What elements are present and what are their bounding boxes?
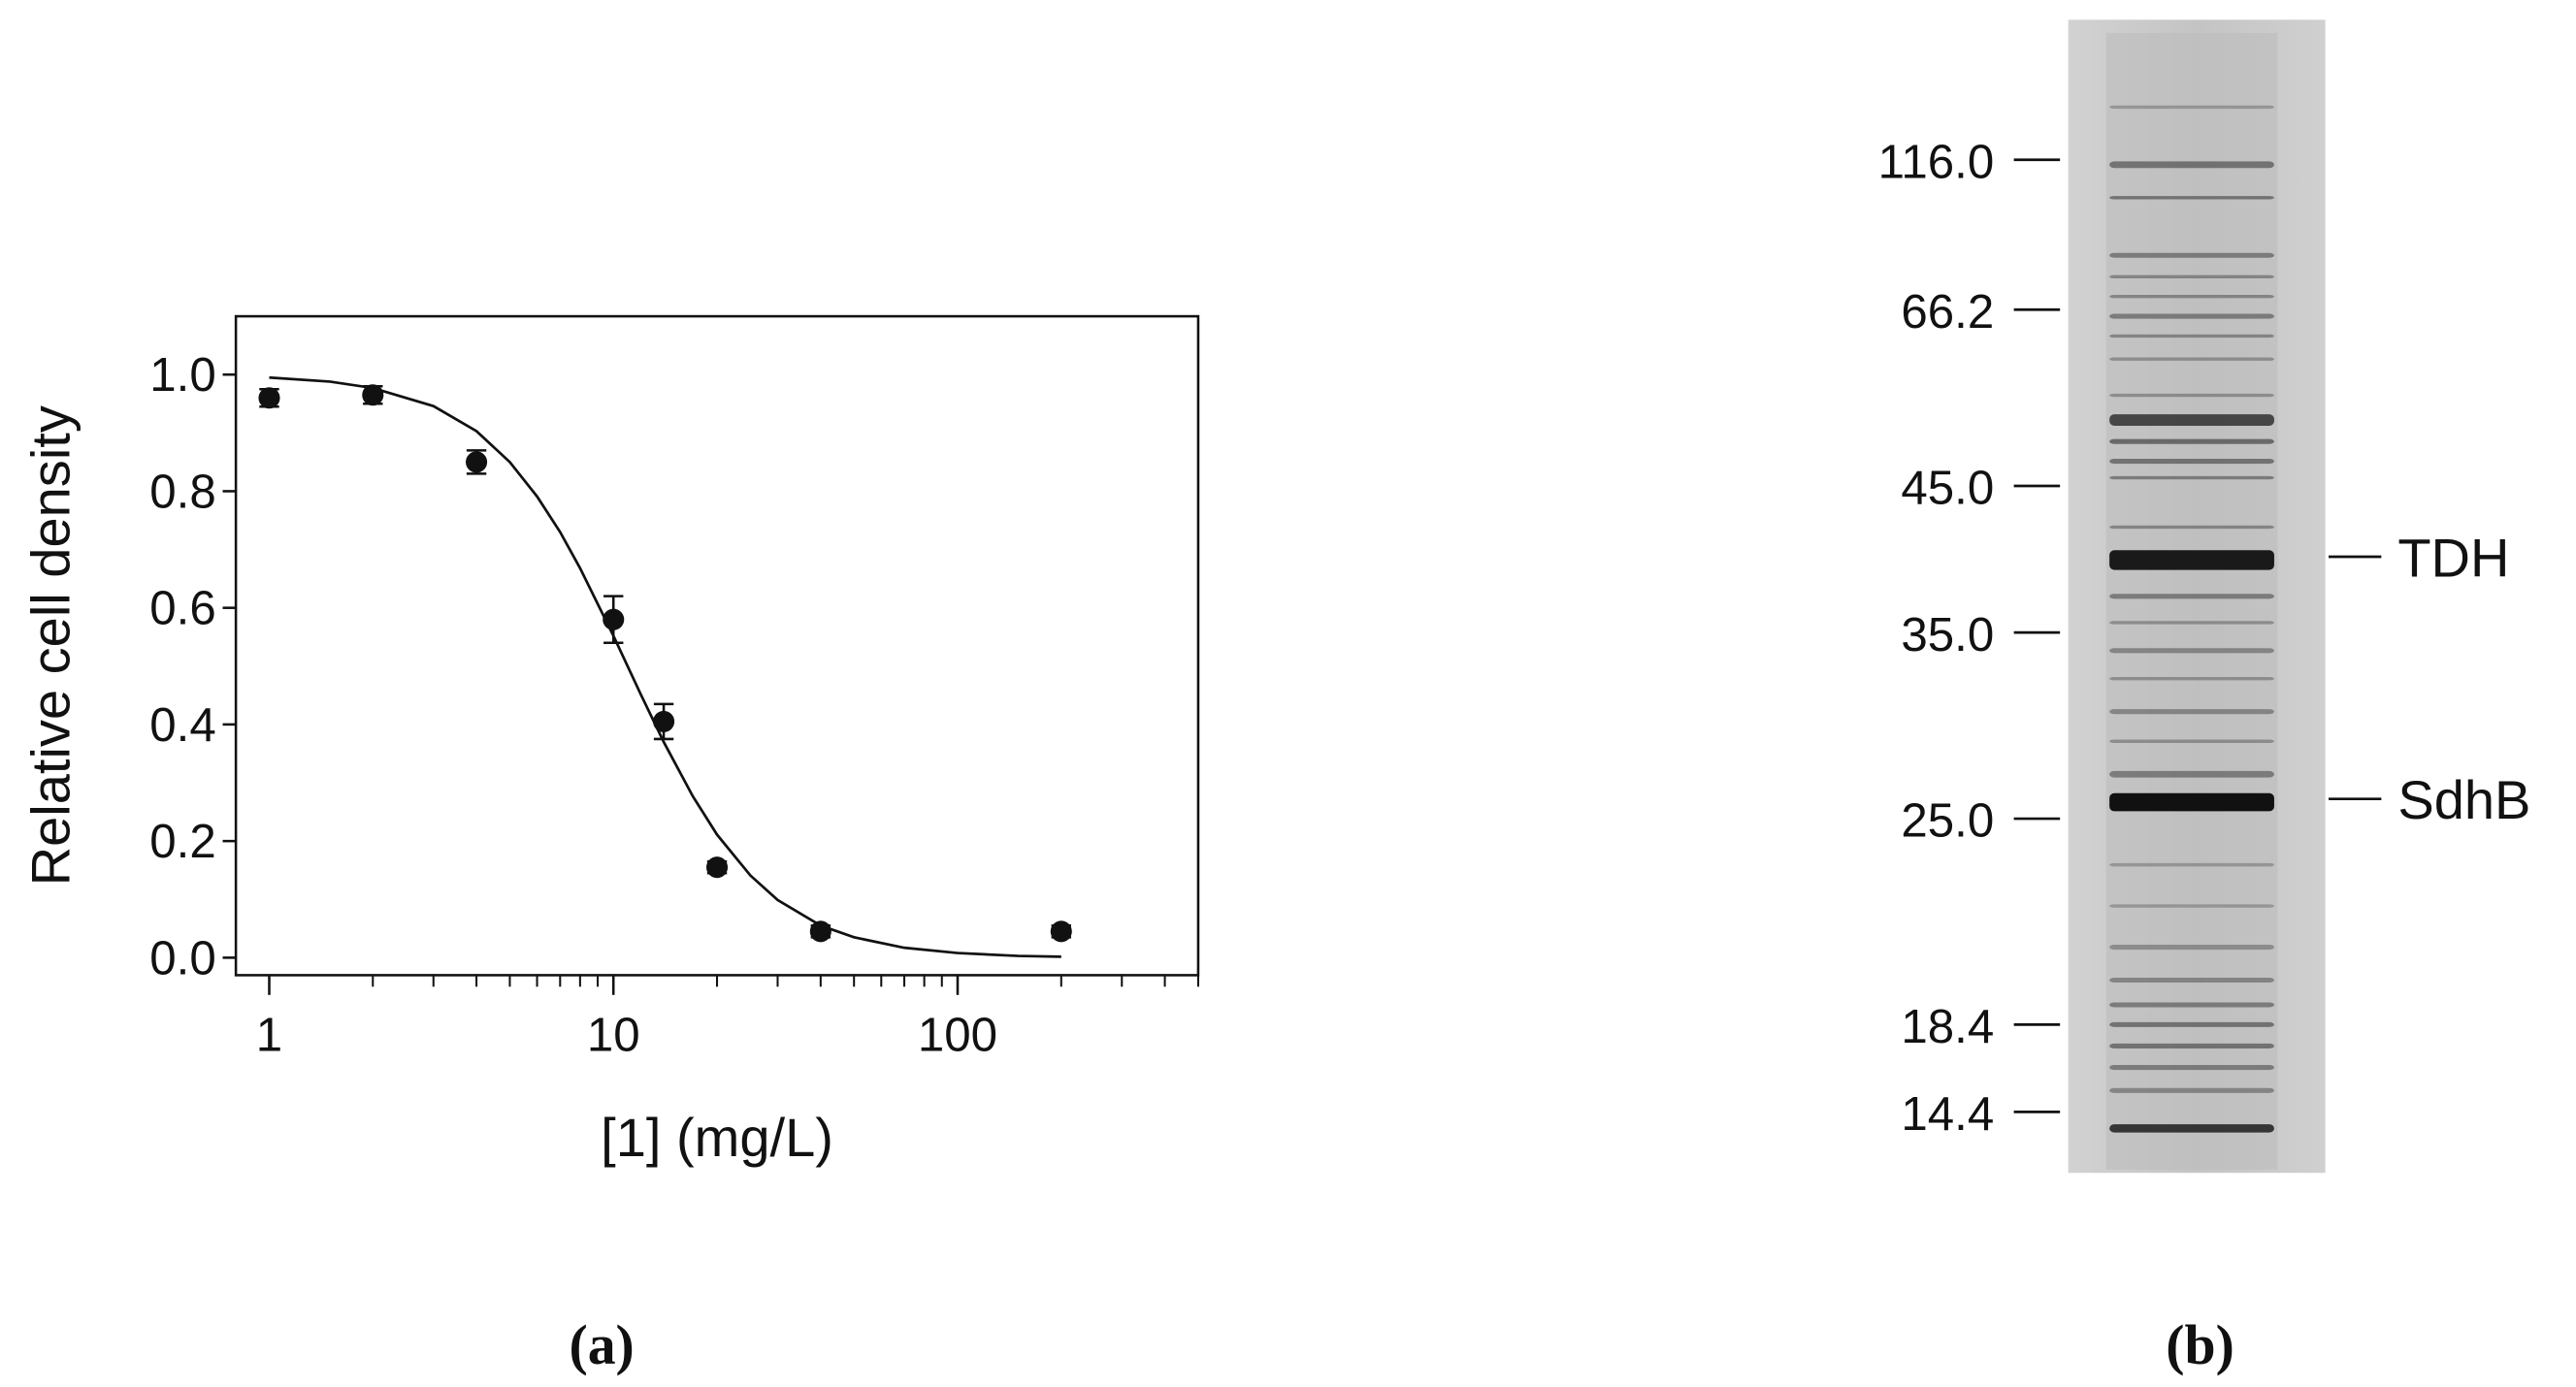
data-point <box>1050 920 1072 943</box>
data-point <box>362 384 384 406</box>
gel-band <box>2109 393 2274 398</box>
gel-band <box>2109 475 2274 480</box>
gel-band <box>2109 313 2274 319</box>
gel-band <box>2109 677 2274 681</box>
gel-band <box>2109 525 2274 530</box>
band-label: SdhB <box>2397 769 2530 830</box>
gel-band <box>2109 550 2274 570</box>
gel-band <box>2109 862 2274 867</box>
y-tick-label: 0.8 <box>149 465 215 518</box>
data-point <box>653 710 675 732</box>
y-tick-label: 1.0 <box>149 348 215 402</box>
gel-band <box>2109 1087 2274 1093</box>
gel-band <box>2109 357 2274 361</box>
y-tick-label: 0.4 <box>149 698 215 752</box>
gel-band <box>2109 252 2274 258</box>
gel-band <box>2109 739 2274 743</box>
y-tick-label: 0.6 <box>149 582 215 635</box>
gel-band <box>2109 594 2274 599</box>
gel-band <box>2109 770 2274 778</box>
gel-band <box>2109 709 2274 715</box>
marker-label: 25.0 <box>1901 794 1994 848</box>
marker-label: 45.0 <box>1901 462 1994 515</box>
fit-curve <box>269 375 1061 958</box>
x-axis-title: [1] (mg/L) <box>601 1107 833 1168</box>
y-axis-title: Relative cell density <box>20 405 82 886</box>
gel-lane <box>2105 32 2278 1170</box>
gel-band <box>2109 792 2274 812</box>
gel-band <box>2109 295 2274 299</box>
gel-band <box>2109 438 2274 444</box>
data-point <box>258 387 280 409</box>
gel-band <box>2109 458 2274 465</box>
gel-band <box>2109 1043 2274 1048</box>
lane-shade <box>2105 32 2278 1170</box>
x-tick-label: 100 <box>918 1009 997 1062</box>
panel-label: (a) <box>569 1315 634 1376</box>
marker-label: 14.4 <box>1901 1087 1994 1141</box>
gel-band <box>2109 621 2274 625</box>
gel-band <box>2109 161 2274 169</box>
gel-band <box>2109 196 2274 200</box>
gel-band <box>2109 977 2274 984</box>
x-tick-label: 1 <box>256 1009 282 1062</box>
gel-band <box>2109 904 2274 908</box>
data-point <box>603 608 625 630</box>
band-label: TDH <box>2397 527 2509 588</box>
marker-label: 35.0 <box>1901 608 1994 661</box>
gel-band <box>2109 414 2274 427</box>
y-tick-label: 0.0 <box>149 931 215 984</box>
gel-band <box>2109 334 2274 339</box>
gel-band <box>2109 1124 2274 1133</box>
data-point <box>809 920 831 943</box>
marker-label: 66.2 <box>1901 285 1994 339</box>
panel-label: (b) <box>2166 1315 2234 1376</box>
data-point <box>466 451 488 473</box>
gel-band <box>2109 105 2274 110</box>
marker-label: 18.4 <box>1901 1000 1994 1053</box>
gel-band <box>2109 1002 2274 1008</box>
gel-band <box>2109 274 2274 279</box>
gel-band <box>2109 1064 2274 1071</box>
x-tick-label: 10 <box>587 1009 640 1062</box>
gel-band <box>2109 1021 2274 1027</box>
data-point <box>705 856 729 879</box>
gel-band <box>2109 944 2274 951</box>
marker-label: 116.0 <box>1878 135 1995 188</box>
gel-band <box>2109 648 2274 654</box>
y-tick-label: 0.2 <box>149 815 215 868</box>
